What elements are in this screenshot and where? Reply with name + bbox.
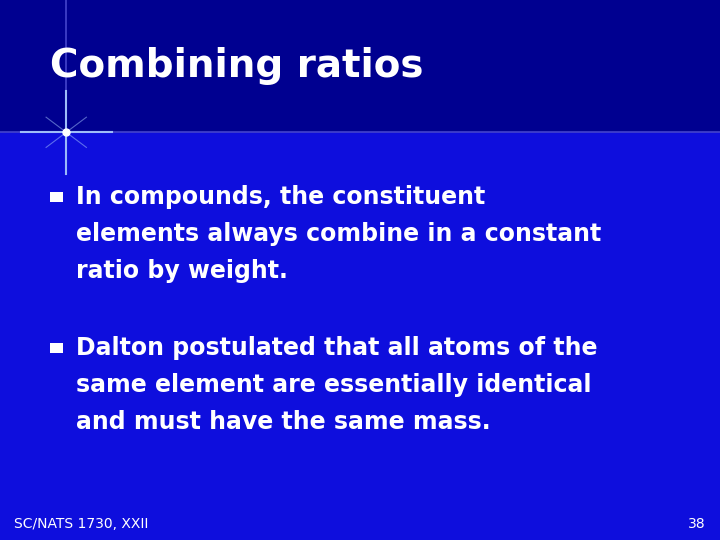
Bar — [0, 132, 720, 540]
Bar — [0, 132, 720, 540]
Text: elements always combine in a constant: elements always combine in a constant — [76, 222, 601, 246]
Bar — [0, 132, 720, 540]
Text: and must have the same mass.: and must have the same mass. — [76, 410, 490, 434]
Bar — [0, 132, 720, 540]
Bar — [0, 132, 720, 540]
Bar — [0, 132, 720, 540]
Text: same element are essentially identical: same element are essentially identical — [76, 373, 591, 397]
Text: 38: 38 — [688, 517, 706, 531]
Bar — [0, 132, 720, 540]
Bar — [0, 132, 720, 540]
Bar — [0, 132, 720, 540]
Bar — [0, 132, 720, 540]
Text: In compounds, the constituent: In compounds, the constituent — [76, 185, 485, 209]
Bar — [0, 132, 720, 540]
Bar — [0, 132, 720, 540]
Bar — [0, 132, 720, 540]
Bar — [0, 132, 720, 540]
Bar — [0, 132, 720, 540]
Bar — [0, 132, 720, 540]
Bar — [0, 132, 720, 540]
Bar — [0, 132, 720, 540]
Bar — [50, 192, 63, 202]
Bar — [0, 132, 720, 540]
Bar — [0, 132, 720, 540]
Text: Dalton postulated that all atoms of the: Dalton postulated that all atoms of the — [76, 336, 597, 360]
Bar — [0, 0, 720, 132]
Bar — [0, 132, 720, 540]
Bar — [0, 132, 720, 540]
Bar — [0, 132, 720, 540]
Bar — [0, 132, 720, 540]
Bar — [0, 132, 720, 540]
Bar — [0, 132, 720, 540]
Text: ratio by weight.: ratio by weight. — [76, 259, 287, 282]
Bar — [50, 343, 63, 353]
Bar — [0, 132, 720, 540]
Bar — [0, 132, 720, 540]
Bar — [0, 132, 720, 540]
Bar — [0, 132, 720, 540]
Text: SC/NATS 1730, XXII: SC/NATS 1730, XXII — [14, 517, 149, 531]
Bar — [0, 132, 720, 540]
Text: Combining ratios: Combining ratios — [50, 47, 424, 85]
